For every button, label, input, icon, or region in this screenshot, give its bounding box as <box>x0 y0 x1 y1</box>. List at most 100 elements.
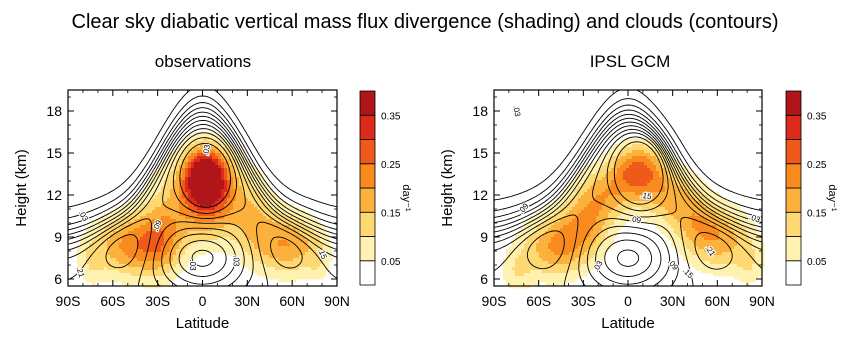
shading-cell <box>176 249 180 253</box>
shading-cell <box>581 264 585 268</box>
shading-cell <box>158 282 162 286</box>
shading-cell <box>170 279 174 283</box>
shading-cell <box>158 177 162 181</box>
shading-cell <box>257 231 261 235</box>
shading-cell <box>266 273 270 277</box>
shading-cell <box>746 234 750 238</box>
shading-cell <box>626 192 630 196</box>
shading-cell <box>635 198 639 202</box>
shading-cell <box>506 252 510 256</box>
shading-cell <box>272 222 276 226</box>
shading-cell <box>221 213 225 217</box>
shading-cell <box>269 219 273 223</box>
shading-cell <box>230 237 234 241</box>
shading-cell <box>284 273 288 277</box>
shading-cell <box>209 219 213 223</box>
shading-cell <box>581 222 585 226</box>
shading-cell <box>158 210 162 214</box>
shading-cell <box>605 189 609 193</box>
shading-cell <box>692 228 696 232</box>
shading-cell <box>596 228 600 232</box>
shading-cell <box>284 270 288 274</box>
shading-cell <box>191 234 195 238</box>
shading-cell <box>704 195 708 199</box>
shading-cell <box>200 195 204 199</box>
shading-cell <box>626 141 630 145</box>
shading-cell <box>578 210 582 214</box>
shading-cell <box>248 267 252 271</box>
shading-cell <box>215 240 219 244</box>
shading-cell <box>704 189 708 193</box>
shading-cell <box>215 168 219 172</box>
shading-cell <box>710 213 714 217</box>
shading-cell <box>719 231 723 235</box>
shading-cell <box>638 210 642 214</box>
shading-cell <box>314 249 318 253</box>
shading-cell <box>674 186 678 190</box>
shading-cell <box>173 213 177 217</box>
shading-cell <box>563 267 567 271</box>
shading-cell <box>188 177 192 181</box>
shading-cell <box>755 264 759 268</box>
shading-cell <box>176 171 180 175</box>
shading-cell <box>101 237 105 241</box>
shading-cell <box>692 237 696 241</box>
shading-cell <box>101 264 105 268</box>
shading-cell <box>197 237 201 241</box>
shading-cell <box>518 249 522 253</box>
shading-cell <box>155 201 159 205</box>
shading-cell <box>617 195 621 199</box>
shading-cell <box>542 231 546 235</box>
shading-cell <box>140 231 144 235</box>
shading-cell <box>296 273 300 277</box>
shading-cell <box>623 195 627 199</box>
shading-cell <box>185 144 189 148</box>
shading-cell <box>554 240 558 244</box>
shading-cell <box>188 216 192 220</box>
shading-cell <box>677 228 681 232</box>
shading-cell <box>590 255 594 259</box>
shading-cell <box>623 198 627 202</box>
shading-cell <box>185 150 189 154</box>
shading-cell <box>113 249 117 253</box>
shading-cell <box>554 210 558 214</box>
shading-cell <box>92 255 96 259</box>
shading-cell <box>269 195 273 199</box>
shading-cell <box>206 192 210 196</box>
shading-cell <box>299 270 303 274</box>
shading-cell <box>299 264 303 268</box>
shading-cell <box>596 216 600 220</box>
shading-cell <box>230 210 234 214</box>
shading-cell <box>740 234 744 238</box>
shading-cell <box>185 186 189 190</box>
shading-cell <box>272 198 276 202</box>
shading-cell <box>719 204 723 208</box>
shading-cell <box>173 195 177 199</box>
shading-cell <box>599 222 603 226</box>
shading-cell <box>533 225 537 229</box>
shading-cell <box>122 234 126 238</box>
shading-cell <box>305 267 309 271</box>
shading-cell <box>626 195 630 199</box>
shading-cell <box>305 216 309 220</box>
shading-cell <box>131 201 135 205</box>
shading-cell <box>197 219 201 223</box>
shading-cell <box>563 243 567 247</box>
shading-cell <box>98 249 102 253</box>
shading-cell <box>569 183 573 187</box>
shading-cell <box>593 207 597 211</box>
shading-cell <box>317 231 321 235</box>
shading-cell <box>161 264 165 268</box>
shading-cell <box>143 264 147 268</box>
shading-cell <box>638 213 642 217</box>
shading-cell <box>119 267 123 271</box>
shading-cell <box>197 225 201 229</box>
shading-cell <box>602 153 606 157</box>
shading-cell <box>308 261 312 265</box>
shading-cell <box>590 207 594 211</box>
shading-cell <box>152 240 156 244</box>
shading-cell <box>578 186 582 190</box>
shading-cell <box>536 264 540 268</box>
shading-cell <box>200 225 204 229</box>
shading-cell <box>92 282 96 286</box>
